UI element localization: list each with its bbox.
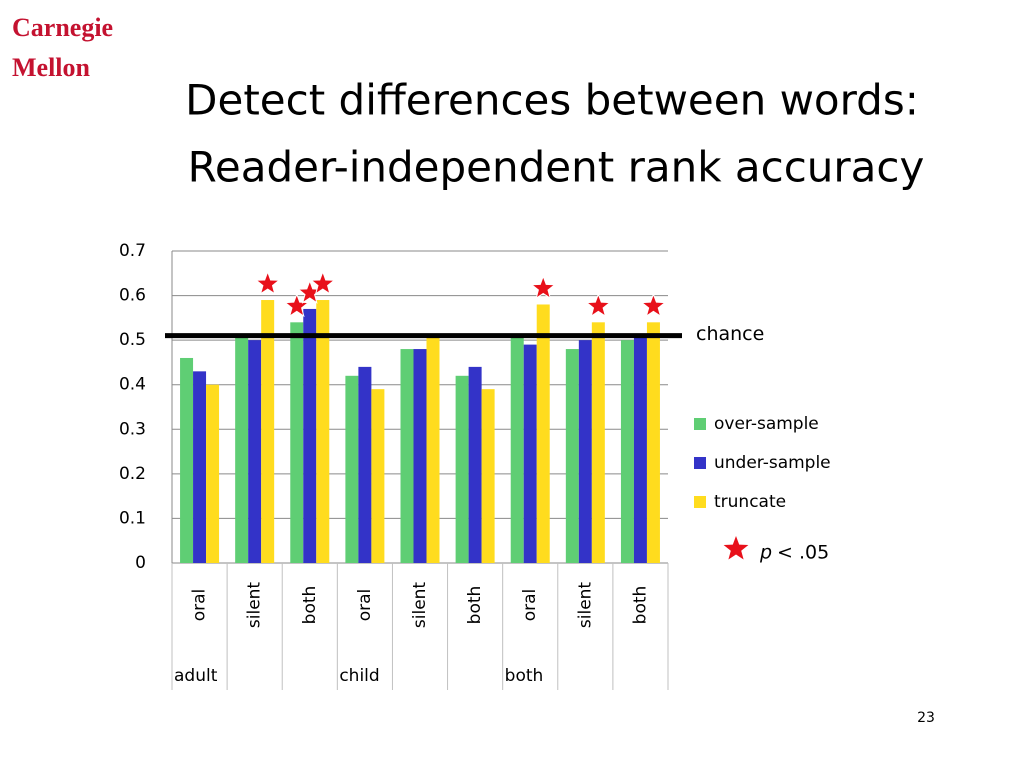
significance-p: p: [759, 542, 772, 564]
y-tick-label: 0.5: [119, 330, 146, 350]
significance-threshold: < .05: [777, 542, 829, 564]
x-tick-label: both: [465, 586, 485, 625]
y-tick-label: 0.3: [119, 419, 146, 439]
bar: [426, 335, 440, 563]
x-tick-label: silent: [410, 582, 430, 629]
bar: [345, 375, 359, 563]
y-tick-label: 0.7: [119, 241, 146, 261]
bar: [565, 349, 579, 563]
bar: [261, 300, 275, 563]
bar: [413, 349, 427, 563]
bar: [206, 384, 220, 563]
bar: [578, 340, 592, 563]
bar: [510, 335, 524, 563]
significance-star: [284, 292, 310, 318]
logo-line: Mellon: [12, 53, 91, 82]
bar: [481, 389, 495, 563]
significance-star: [640, 292, 667, 318]
logo-line: Carnegie: [12, 13, 113, 42]
legend-label: over-sample: [714, 414, 819, 434]
y-tick-label: 0.1: [119, 508, 146, 528]
x-tick-label: both: [630, 586, 650, 625]
bar: [290, 322, 304, 563]
legend-swatch: [694, 418, 706, 430]
bar: [316, 300, 330, 563]
bar: [358, 366, 372, 563]
significance-star: [530, 275, 556, 300]
significance-star: [585, 292, 612, 318]
bar: [303, 308, 317, 563]
bar: [646, 322, 660, 563]
x-tick-label: both: [300, 586, 320, 625]
title-line: Detect differences between words:: [185, 76, 919, 125]
bar: [235, 335, 249, 563]
bar: [455, 375, 469, 563]
bar: [400, 349, 414, 563]
bar: [536, 304, 550, 563]
page-number: 23: [917, 710, 935, 726]
x-tick-label: oral: [520, 589, 540, 622]
group-label: both: [505, 666, 544, 686]
bar: [591, 322, 605, 563]
legend-label: under-sample: [714, 453, 831, 473]
group-label: adult: [174, 666, 218, 686]
bar: [633, 335, 647, 563]
reference-label: chance: [696, 323, 764, 345]
group-label: child: [339, 666, 379, 686]
y-tick-label: 0: [135, 553, 146, 573]
bar: [468, 366, 482, 563]
y-tick-label: 0.4: [119, 375, 146, 395]
y-tick-label: 0.2: [119, 464, 146, 484]
bar: [371, 389, 385, 563]
legend-star: [723, 536, 749, 560]
bar: [248, 340, 262, 563]
legend-swatch: [694, 457, 706, 469]
significance-star: [310, 270, 336, 295]
x-tick-label: oral: [355, 589, 375, 622]
significance-star: [254, 270, 281, 295]
legend-swatch: [694, 496, 706, 508]
bar: [620, 340, 634, 563]
y-tick-label: 0.6: [119, 286, 146, 306]
bar: [193, 371, 207, 563]
x-tick-label: oral: [190, 589, 210, 622]
x-tick-label: silent: [575, 582, 595, 629]
bar: [523, 344, 537, 563]
legend-label: truncate: [714, 492, 786, 512]
bar: [180, 357, 194, 563]
x-tick-label: silent: [245, 582, 265, 629]
title-line: Reader-independent rank accuracy: [188, 143, 925, 192]
